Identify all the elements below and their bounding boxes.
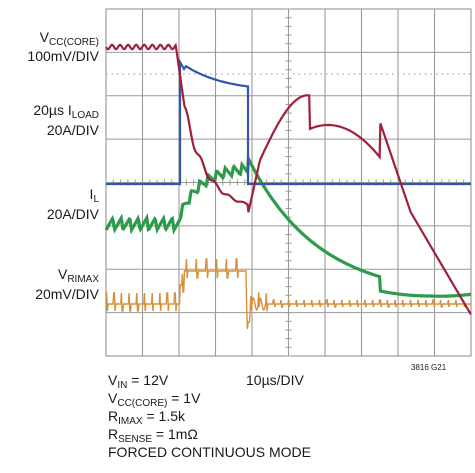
vcc-core-scale-label: 100mV/DIV bbox=[27, 48, 99, 64]
iload-channel-label: 20µs ILOAD bbox=[33, 102, 99, 124]
vrimax-scale-label: 20mV/DIV bbox=[35, 286, 99, 302]
mode-condition: FORCED CONTINUOUS MODE bbox=[108, 444, 311, 460]
il-channel-label: IL bbox=[90, 186, 99, 208]
il-scale-label: 20A/DIV bbox=[47, 206, 99, 222]
timebase-label: 10µs/DIV bbox=[246, 372, 304, 388]
vrimax-channel-label: VRIMAX bbox=[58, 266, 99, 288]
iload-scale-label: 20A/DIV bbox=[47, 122, 99, 138]
figure-id: 3816 G21 bbox=[411, 363, 446, 372]
